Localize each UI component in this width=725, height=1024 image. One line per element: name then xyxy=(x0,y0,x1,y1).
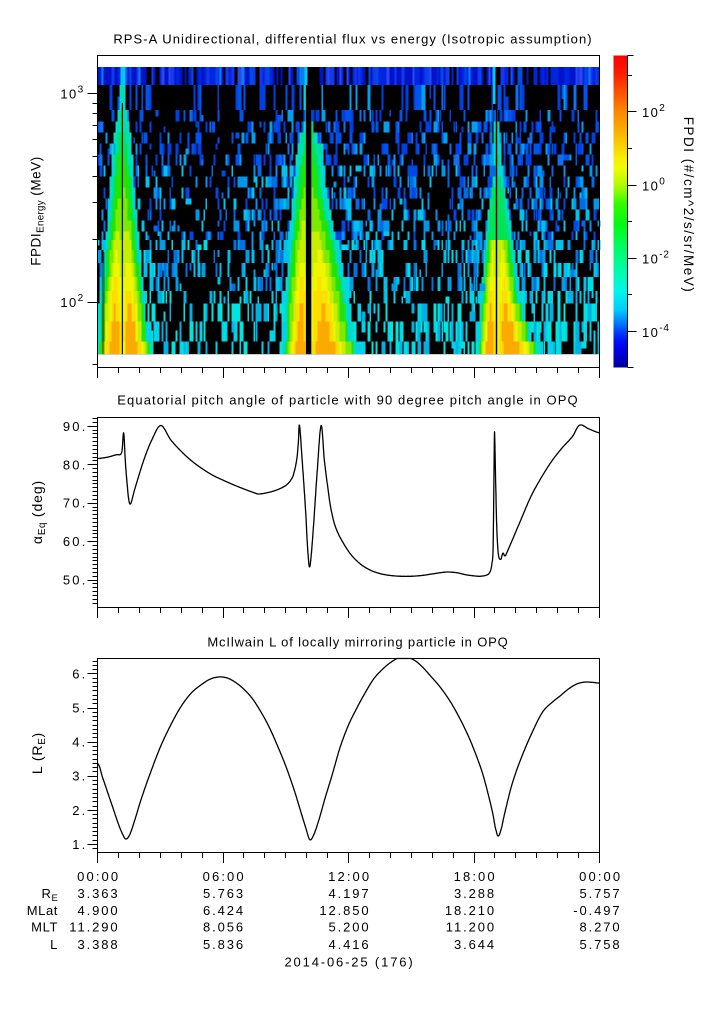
svg-text:FPDIEnergy (MeV): FPDIEnergy (MeV) xyxy=(29,156,47,266)
svg-text:-0.497: -0.497 xyxy=(573,903,621,918)
svg-text:5.: 5. xyxy=(72,701,87,716)
svg-text:00:00: 00:00 xyxy=(579,869,622,884)
svg-text:3.644: 3.644 xyxy=(454,937,496,952)
svg-text:Equatorial pitch angle of part: Equatorial pitch angle of particle with … xyxy=(117,393,578,408)
svg-text:FPDI (#/cm^2/s/sr/MeV): FPDI (#/cm^2/s/sr/MeV) xyxy=(681,117,696,294)
svg-text:MLT: MLT xyxy=(31,920,58,935)
svg-text:4.416: 4.416 xyxy=(328,937,370,952)
svg-text:12.850: 12.850 xyxy=(319,903,370,918)
svg-text:18.210: 18.210 xyxy=(445,903,496,918)
svg-text:100: 100 xyxy=(642,176,666,193)
svg-text:60.: 60. xyxy=(63,534,88,549)
svg-text:11.200: 11.200 xyxy=(446,920,496,935)
svg-text:3.288: 3.288 xyxy=(454,886,496,901)
svg-text:8.270: 8.270 xyxy=(579,920,621,935)
svg-text:3.388: 3.388 xyxy=(77,937,119,952)
svg-text:12:00: 12:00 xyxy=(328,869,371,884)
svg-text:50.: 50. xyxy=(63,573,88,588)
svg-text:5.758: 5.758 xyxy=(579,937,621,952)
svg-text:103: 103 xyxy=(60,85,84,102)
svg-text:2.: 2. xyxy=(72,803,87,818)
svg-text:L: L xyxy=(50,937,58,952)
svg-text:6.424: 6.424 xyxy=(203,903,245,918)
svg-text:18:00: 18:00 xyxy=(454,869,497,884)
svg-text:8.056: 8.056 xyxy=(203,920,245,935)
svg-text:5.757: 5.757 xyxy=(579,886,621,901)
svg-text:5.200: 5.200 xyxy=(328,920,370,935)
svg-text:6.: 6. xyxy=(72,666,87,681)
svg-text:90.: 90. xyxy=(63,419,88,434)
svg-text:3.: 3. xyxy=(72,769,87,784)
svg-text:4.900: 4.900 xyxy=(77,903,119,918)
svg-text:1.: 1. xyxy=(72,837,87,852)
svg-text:RPS-A Unidirectional, differen: RPS-A Unidirectional, differential flux … xyxy=(113,32,592,47)
svg-text:2014-06-25 (176): 2014-06-25 (176) xyxy=(284,955,414,970)
svg-text:5.763: 5.763 xyxy=(203,886,245,901)
svg-text:70.: 70. xyxy=(63,496,88,511)
svg-text:4.: 4. xyxy=(72,735,87,750)
svg-text:4.197: 4.197 xyxy=(328,886,370,901)
svg-text:06:00: 06:00 xyxy=(203,869,246,884)
svg-text:00:00: 00:00 xyxy=(77,869,120,884)
svg-text:McIlwain L of locally mirrorin: McIlwain L of locally mirroring particle… xyxy=(207,635,508,650)
svg-text:MLat: MLat xyxy=(27,903,58,918)
svg-text:102: 102 xyxy=(60,293,84,310)
svg-text:5.836: 5.836 xyxy=(203,937,245,952)
svg-text:80.: 80. xyxy=(63,457,88,472)
svg-text:3.363: 3.363 xyxy=(77,886,119,901)
svg-text:102: 102 xyxy=(642,103,666,120)
svg-text:11.290: 11.290 xyxy=(69,920,119,935)
